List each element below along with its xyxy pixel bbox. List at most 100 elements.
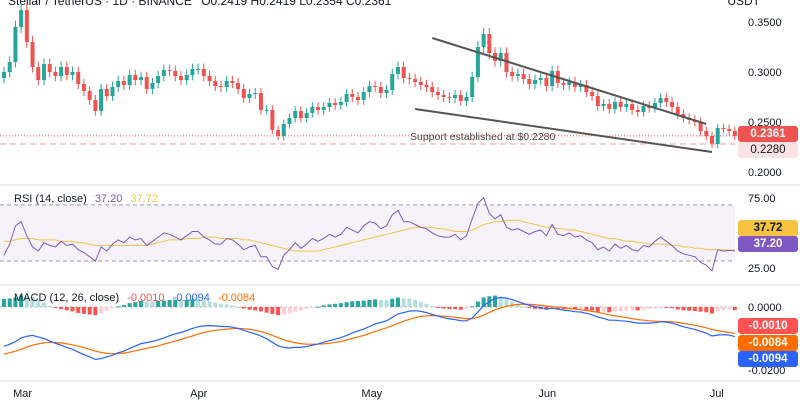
macd-histogram-bar [481, 297, 486, 307]
candle-body [601, 104, 606, 106]
candle-body [630, 104, 635, 110]
symbol-header: Stellar / TetherUS · 1D · BINANCE O0.241… [8, 0, 397, 8]
macd-histogram-bar [287, 306, 292, 314]
macd-histogram-bar [395, 297, 400, 307]
candle-body [407, 78, 412, 79]
macd-histogram-bar [527, 306, 532, 308]
candle-body [635, 110, 640, 112]
macd-hist-legend-value: -0.0010 [127, 292, 165, 304]
macd-histogram-bar [7, 298, 12, 307]
candle-body [550, 71, 555, 86]
macd-histogram-bar [533, 306, 537, 309]
macd-histogram-bar [373, 299, 378, 307]
candle-body [652, 103, 657, 108]
price-axis-tick: 0.2000 [748, 167, 782, 179]
candle-body [544, 78, 549, 86]
rsi-ma-line [4, 219, 735, 252]
candle-body [99, 89, 104, 111]
candle-body [53, 72, 58, 76]
macd-histogram-bar [276, 306, 281, 316]
candle-body [304, 113, 309, 118]
macd-histogram-bar [179, 300, 183, 307]
macd-histogram-bar [281, 306, 286, 315]
macd-histogram-bar [510, 301, 515, 307]
candle-body [230, 81, 235, 83]
candle-body [13, 27, 18, 62]
candle-body [144, 77, 149, 89]
support-price-tag: 0.2280 [738, 142, 798, 158]
macd-histogram-bar [704, 306, 709, 313]
macd-signal-legend-value: -0.0084 [217, 292, 256, 304]
macd-histogram-bar [196, 299, 201, 307]
macd-histogram-bar [247, 306, 252, 310]
macd-histogram-bar [658, 306, 663, 308]
candle-body [24, 10, 29, 42]
candle-body [310, 107, 315, 113]
candle-body [36, 67, 41, 80]
candle-body [641, 106, 646, 112]
candle-body [567, 82, 572, 85]
candle-body [327, 103, 332, 107]
rsi-line [3, 196, 735, 272]
rsi-axis-tick: 25.00 [748, 263, 776, 275]
macd-histogram-bar [447, 306, 452, 310]
macd-histogram-bar [2, 299, 6, 307]
candle-body [81, 84, 86, 91]
candle-body [116, 81, 121, 87]
candle-body [572, 82, 577, 87]
macd-histogram-bar [258, 306, 263, 312]
candle-body [76, 72, 81, 84]
candle-body [515, 74, 520, 76]
macd-histogram-bar [59, 306, 64, 310]
macd-signal-line [3, 303, 735, 355]
macd-histogram-bar [321, 305, 326, 307]
candle-body [150, 83, 155, 89]
macd-histogram-bar [390, 298, 395, 307]
macd-histogram-bar [293, 306, 298, 312]
rsi-band [0, 204, 735, 261]
candle-body [424, 85, 429, 87]
candle-body [618, 102, 623, 107]
time-axis-label: May [361, 388, 382, 400]
candle-body [401, 67, 406, 78]
macd-histogram-bar [407, 298, 412, 307]
macd-histogram-bar [167, 300, 172, 307]
macd-histogram-bar [253, 306, 258, 311]
candle-body [378, 87, 383, 93]
candle-body [161, 70, 166, 76]
candle-body [253, 93, 258, 94]
macd-histogram-bar [173, 299, 178, 307]
macd-histogram-bar [732, 306, 737, 311]
candle-body [258, 93, 263, 110]
macd-histogram-bar [338, 303, 343, 307]
candle-body [590, 92, 595, 96]
macd-histogram-bar [361, 300, 366, 307]
macd-histogram-bar [630, 306, 635, 311]
candle-body [218, 86, 223, 87]
macd-histogram-bar [270, 306, 275, 314]
macd-legend-title: MACD (12, 26, close) [14, 292, 120, 304]
macd-histogram-bar [19, 295, 24, 307]
candle-body [470, 77, 475, 97]
candle-body [270, 110, 275, 130]
macd-histogram-bar [127, 303, 132, 307]
candle-body [384, 90, 389, 93]
macd-histogram-bar [435, 306, 440, 308]
macd-histogram-bar [715, 306, 720, 312]
time-axis-label: Apr [190, 388, 207, 400]
macd-histogram-bar [156, 300, 161, 307]
macd-histogram-bar [641, 306, 646, 310]
candle-body [179, 76, 183, 80]
candle-body [390, 74, 395, 90]
macd-signal-tag: -0.0084 [738, 335, 798, 351]
macd-histogram-bar [418, 301, 423, 307]
macd-histogram-bar [76, 306, 81, 313]
macd-histogram-bar [30, 297, 35, 307]
macd-histogram-bar [618, 306, 623, 312]
candle-body [395, 67, 400, 74]
macd-histogram-bar [727, 306, 732, 310]
candle-body [167, 70, 172, 71]
macd-histogram-bar [218, 303, 223, 307]
candle-body [578, 85, 583, 87]
